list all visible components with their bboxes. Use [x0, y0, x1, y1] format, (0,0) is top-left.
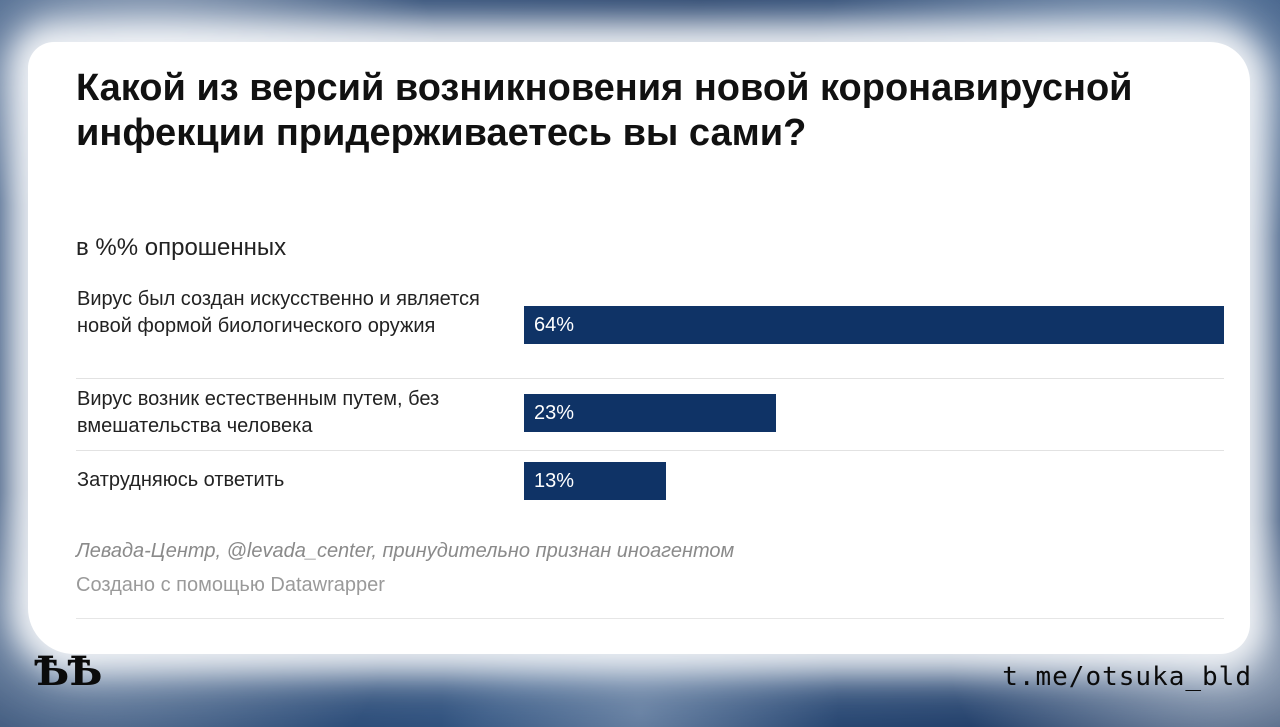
category-label: Вирус возник естественным путем, без вме…	[77, 388, 440, 437]
datawrapper-credit[interactable]: Создано с помощью Datawrapper	[76, 574, 385, 596]
footer-rule	[76, 618, 1224, 619]
bar-value-label: 13%	[534, 470, 575, 492]
chart-panel	[28, 42, 1250, 654]
chart-title: Какой из версий возникновения новой коро…	[76, 67, 1133, 154]
category-label: Затрудняюсь ответить	[77, 469, 285, 491]
bar	[524, 394, 776, 432]
row-divider	[76, 450, 1224, 451]
chart-subtitle: в %% опрошенных	[76, 234, 287, 261]
category-label: Вирус был создан искусственно и является…	[77, 288, 480, 337]
source-note: Левада-Центр, @levada_center, принудител…	[76, 540, 735, 562]
channel-link[interactable]: t.me/otsuka_bld	[1002, 662, 1252, 692]
channel-logo: ѢѢ	[34, 648, 102, 695]
bar-value-label: 23%	[534, 402, 575, 424]
row-divider	[76, 378, 1224, 379]
bar-value-label: 64%	[534, 314, 575, 336]
bar	[524, 462, 666, 500]
bar	[524, 306, 1224, 344]
